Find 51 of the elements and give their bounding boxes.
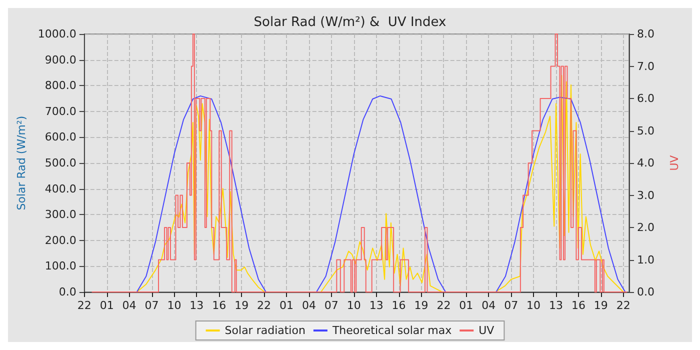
- y-tick-label: 500.0: [44, 156, 76, 170]
- x-tick-label: 13: [369, 299, 384, 312]
- y-tick-label: 800.0: [44, 79, 76, 92]
- x-tick-label: 04: [122, 299, 136, 312]
- y-tick-label: 600.0: [44, 130, 76, 144]
- x-tick-label: 04: [482, 299, 496, 312]
- y2-tick-label: 7.0: [637, 60, 654, 73]
- y2-tick-label: 3.0: [637, 188, 654, 202]
- y-tick-label: 1000.0: [38, 28, 76, 40]
- x-tick-label: 07: [324, 299, 338, 312]
- x-tick-label: 01: [100, 299, 114, 312]
- y2-tick-label: 8.0: [637, 28, 654, 40]
- y2-tick-label: 0.0: [637, 286, 654, 298]
- x-tick-label: 10: [167, 299, 182, 312]
- y-tick-label: 400.0: [44, 182, 76, 196]
- legend-label: Solar radiation: [224, 324, 306, 337]
- x-tick-label: 16: [392, 299, 406, 312]
- y-tick-label: 100.0: [44, 260, 76, 273]
- x-tick-label: 16: [212, 299, 226, 312]
- x-tick-label: 22: [77, 299, 92, 312]
- y2-tick-label: 1.0: [637, 253, 654, 266]
- x-tick-label: 13: [549, 299, 564, 312]
- x-tick-label: 01: [459, 299, 474, 312]
- chart-title: Solar Rad (W/m²) & UV Index: [254, 15, 447, 30]
- y-tick-label: 300.0: [44, 208, 76, 222]
- x-tick-label: 01: [280, 299, 294, 312]
- y-tick-label: 0.0: [58, 286, 76, 298]
- x-tick-label: 10: [526, 299, 541, 312]
- y2-tick-label: 6.0: [637, 92, 654, 105]
- x-tick-label: 19: [594, 299, 608, 312]
- x-tick-label: 13: [190, 299, 204, 312]
- y-tick-label: 900.0: [44, 53, 76, 66]
- y-tick-label: 700.0: [44, 104, 76, 118]
- y2-axis-title: UV: [668, 154, 681, 171]
- x-tick-label: 10: [346, 299, 361, 312]
- x-tick-label: 07: [504, 299, 518, 312]
- x-tick-label: 07: [144, 299, 159, 312]
- x-tick-label: 19: [234, 299, 249, 312]
- y2-tick-label: 4.0: [637, 156, 654, 170]
- x-tick-label: 16: [571, 299, 586, 312]
- x-tick-label: 22: [616, 299, 630, 312]
- y2-tick-label: 5.0: [637, 124, 654, 138]
- y-tick-label: 200.0: [44, 234, 76, 247]
- y-axis-title: Solar Rad (W/m²): [15, 116, 28, 210]
- x-tick-label: 19: [414, 299, 428, 312]
- legend-label: UV: [478, 324, 495, 337]
- x-tick-label: 22: [436, 299, 451, 312]
- legend-label: Theoretical solar max: [331, 324, 452, 337]
- x-tick-label: 22: [257, 299, 272, 312]
- x-tick-label: 04: [302, 299, 316, 312]
- y2-tick-label: 2.0: [637, 221, 654, 234]
